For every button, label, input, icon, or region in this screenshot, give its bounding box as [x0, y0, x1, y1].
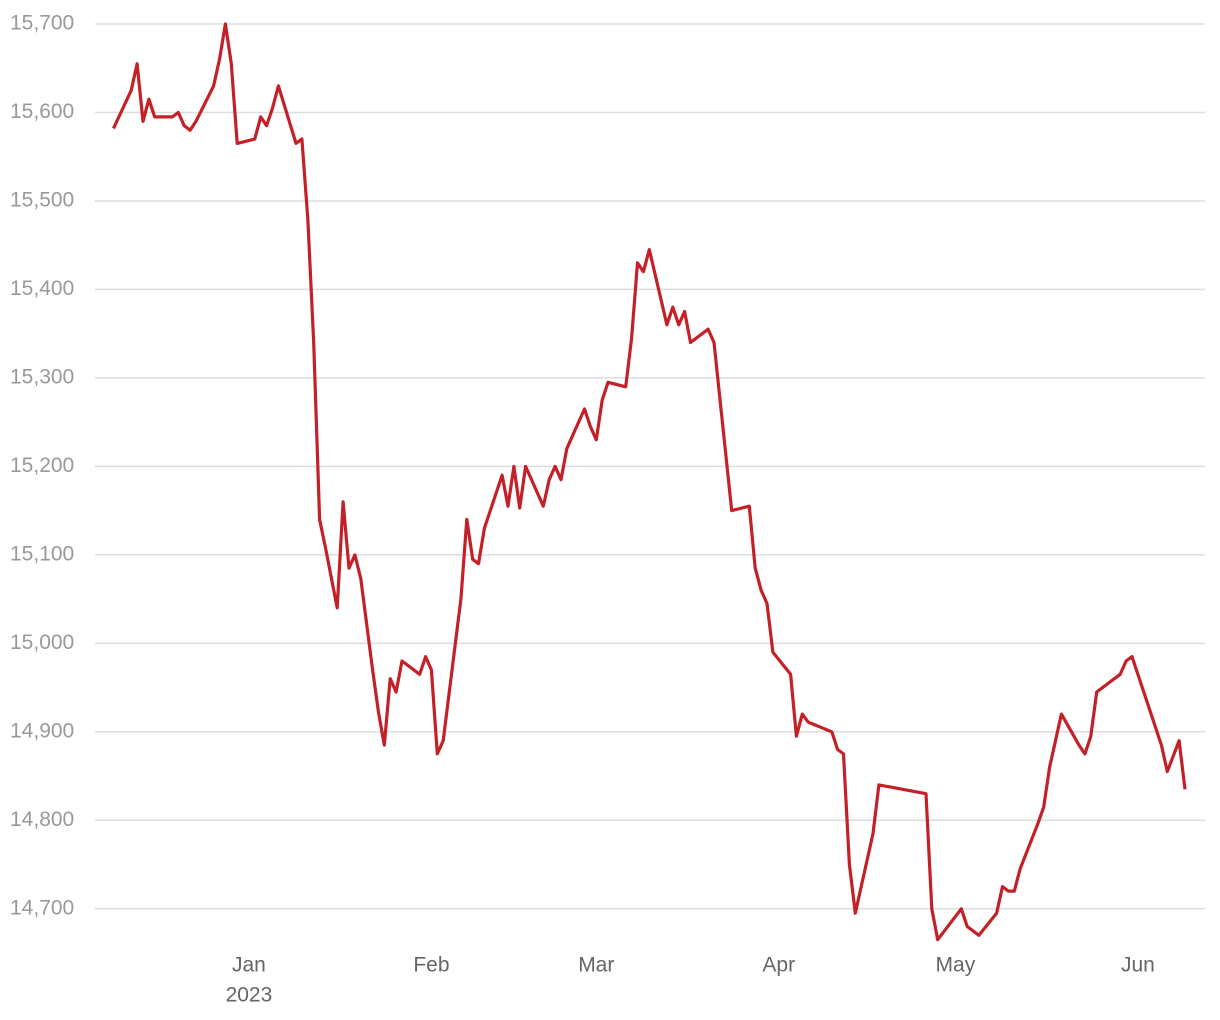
y-tick-label: 15,100: [10, 542, 74, 565]
line: [112, 22, 1187, 942]
y-tick-label: 15,600: [10, 100, 74, 123]
y-tick-label: 15,000: [10, 631, 74, 654]
y-tick-label: 14,800: [10, 808, 74, 831]
x-tick-label: Mar: [578, 954, 614, 977]
y-tick-label: 15,200: [10, 454, 74, 477]
y-tick-label: 15,500: [10, 188, 74, 211]
x-tick-label: Jun: [1121, 954, 1155, 977]
y-tick-label: 15,400: [10, 277, 74, 300]
x-tick-label: Jan: [232, 954, 266, 977]
y-tick-label: 14,700: [10, 896, 74, 919]
y-tick-label: 15,700: [10, 12, 74, 35]
x-tick-label: Apr: [762, 954, 795, 977]
x-tick-label: Feb: [413, 954, 449, 977]
y-tick-label: 14,900: [10, 719, 74, 742]
x-tick-sublabel: 2023: [226, 984, 273, 1007]
y-tick-label: 15,300: [10, 365, 74, 388]
x-tick-label: May: [936, 954, 976, 977]
